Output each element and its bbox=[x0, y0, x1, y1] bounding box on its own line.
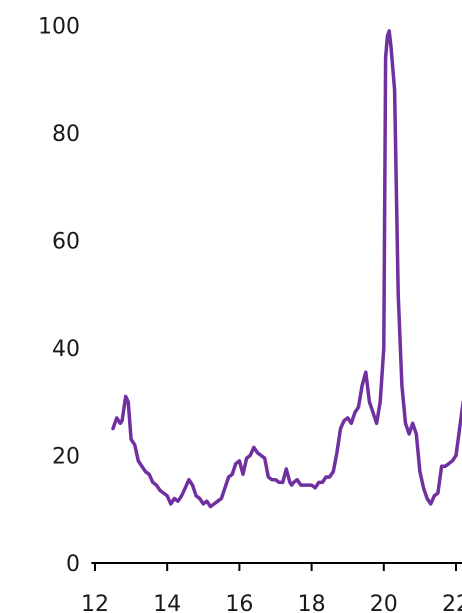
x-tick-label: 18 bbox=[298, 592, 326, 613]
y-tick-label: 0 bbox=[66, 552, 80, 577]
plot-area bbox=[111, 29, 462, 509]
chart-axes bbox=[91, 562, 462, 571]
y-tick-label: 40 bbox=[52, 337, 80, 362]
tick-labels: 12 14 16 18 20 22 0 20 40 60 80 100 bbox=[38, 15, 462, 613]
x-tick-label: 12 bbox=[81, 592, 109, 613]
x-tick-label: 14 bbox=[153, 592, 181, 613]
y-tick-label: 80 bbox=[52, 122, 80, 147]
y-tick-label: 60 bbox=[52, 230, 80, 255]
x-tick-label: 20 bbox=[370, 592, 398, 613]
x-tick-label: 22 bbox=[442, 592, 462, 613]
x-tick-label: 16 bbox=[225, 592, 253, 613]
y-tick-label: 100 bbox=[38, 15, 80, 40]
y-tick-label: 20 bbox=[52, 445, 80, 470]
series-line bbox=[111, 29, 462, 509]
